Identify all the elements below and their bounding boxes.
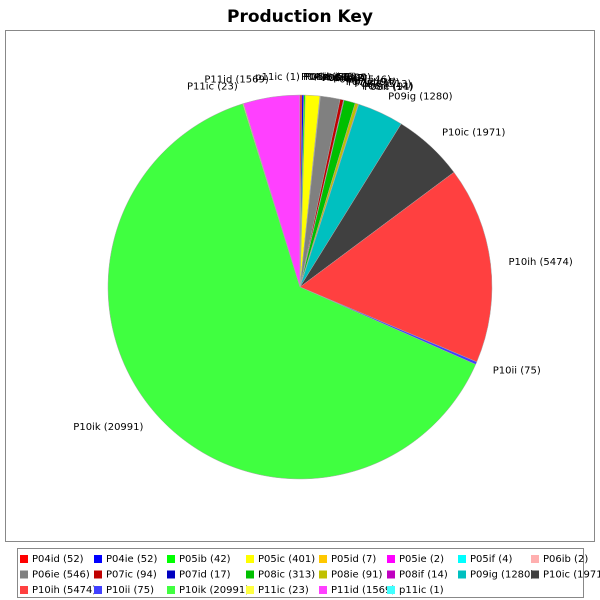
legend-label: P06ib (2) (543, 554, 588, 565)
slice-label: P10ik (20991) (73, 422, 143, 433)
legend-frame (17, 548, 584, 598)
slice-label: P11id (1569) (204, 74, 268, 85)
legend-swatch (94, 570, 102, 579)
slice-label: P10ii (75) (493, 365, 541, 376)
legend-swatch (387, 586, 395, 594)
legend-swatch (20, 586, 28, 594)
legend-swatch (531, 555, 539, 563)
legend-swatch (246, 586, 254, 594)
legend-swatch (167, 586, 175, 594)
pie-slice (299, 171, 493, 363)
legend-label: P05ib (42) (179, 554, 231, 565)
legend-swatch (319, 586, 327, 594)
legend-swatch (458, 570, 466, 579)
legend-label: P11id (1569) (331, 585, 395, 596)
legend-label: P10ih (5474) (32, 585, 96, 596)
slice-label: P07ic (94) (346, 77, 397, 88)
legend-label: p11ic (1) (399, 585, 444, 596)
legend-label: P11ic (23) (258, 585, 309, 596)
legend-label: P08if (14) (399, 570, 448, 581)
legend-swatch (94, 555, 102, 563)
legend-label: P09ig (1280) (470, 570, 534, 581)
slice-label: P05ib (42) (305, 72, 357, 83)
legend-label: P07id (17) (179, 570, 231, 581)
legend-swatch (167, 555, 175, 563)
chart-title: Production Key (227, 7, 373, 27)
legend-label: P10ii (75) (106, 585, 154, 596)
legend-label: P06ie (546) (32, 570, 90, 581)
slice-label: P08if (14) (364, 82, 413, 93)
slice-label: p11ic (1) (255, 72, 300, 83)
legend-swatch (246, 570, 254, 579)
legend-swatch (246, 555, 254, 563)
legend-swatch (387, 555, 395, 563)
legend-swatch (20, 555, 28, 563)
slice-label: P05id (7) (322, 73, 367, 84)
slice-label: P07id (17) (348, 78, 400, 89)
slice-label: P04ie (52) (303, 72, 354, 83)
legend-label: P05if (4) (470, 554, 512, 565)
legend-swatch (94, 586, 102, 594)
slice-label: P09ig (1280) (388, 91, 452, 102)
legend-swatch (319, 570, 327, 579)
slice-label: P11ic (23) (187, 81, 238, 92)
pie-slice (107, 103, 477, 480)
legend-label: P10ik (20991) (179, 585, 249, 596)
legend-swatch (531, 570, 539, 579)
slice-label: P10ic (1971) (442, 127, 506, 138)
slice-label: P05if (4) (322, 73, 364, 84)
legend-label: P07ic (94) (106, 570, 157, 581)
legend-swatch (319, 555, 327, 563)
slice-label: P08ic (313) (354, 79, 411, 90)
legend-swatch (387, 570, 395, 579)
slice-label: P05ic (401) (314, 72, 371, 83)
slice-label: P04id (52) (301, 72, 353, 83)
legend-swatch (167, 570, 175, 579)
legend-label: P04id (52) (32, 554, 84, 565)
legend-swatch (20, 570, 28, 579)
slice-label: P05ie (2) (322, 73, 367, 84)
slice-label: P06ib (2) (322, 73, 367, 84)
legend-swatch (458, 555, 466, 563)
slice-label: P08ie (91) (362, 81, 413, 92)
legend-label: P04ie (52) (106, 554, 157, 565)
legend-label: P08ie (91) (331, 570, 382, 581)
legend-label: P05id (7) (331, 554, 376, 565)
slice-label: P06ie (546) (333, 75, 391, 86)
legend-label: P08ic (313) (258, 570, 315, 581)
legend-label: P05ie (2) (399, 554, 444, 565)
legend-label: P05ic (401) (258, 554, 315, 565)
slice-label: P10ih (5474) (508, 257, 572, 268)
legend-label: P10ic (1971) (543, 570, 600, 581)
